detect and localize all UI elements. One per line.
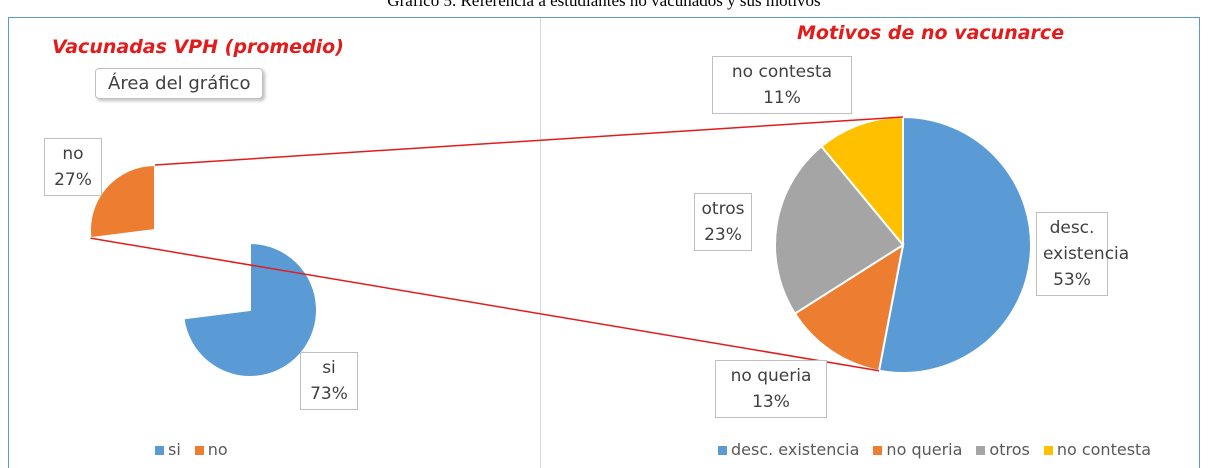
data-label: otros 23% [694, 193, 752, 251]
legend-label: desc. existencia [731, 440, 860, 459]
data-label-value: 11% [763, 88, 801, 108]
caption: Gráfico 5. Referencia a estudiantes no v… [387, 0, 821, 10]
tooltip: Área del gráfico [95, 68, 264, 99]
data-label-name: desc. existencia [1043, 218, 1130, 264]
chart-title: Motivos de no vacunarce [797, 22, 1065, 44]
data-label-value: 27% [54, 170, 92, 190]
pie-slice [877, 115, 1032, 374]
legend-item: otros [976, 440, 1030, 459]
legend-label: no contesta [1056, 440, 1152, 459]
legend-swatch [194, 446, 204, 455]
pie-slice [774, 144, 905, 315]
data-label: no contesta 11% [712, 56, 852, 114]
legend-label: no [207, 440, 228, 459]
divider [540, 18, 541, 468]
legend: desc. existencia no queria otros no contest… [718, 440, 1151, 459]
legend-swatch [155, 446, 164, 455]
data-label-value: 23% [704, 225, 742, 245]
pie-slice [182, 241, 318, 378]
pie-slice [89, 163, 156, 240]
legend-item: si [155, 440, 181, 459]
data-label-name: no contesta [731, 62, 833, 82]
legend-swatch [873, 446, 883, 455]
data-label-value: 13% [752, 392, 790, 412]
legend-swatch [1043, 446, 1053, 455]
data-label: desc. existencia 53% [1036, 212, 1130, 296]
data-label: no 27% [44, 138, 102, 196]
connector-line [154, 116, 904, 166]
legend-swatch [718, 446, 727, 455]
data-label-name: no queria [730, 366, 812, 386]
connector-line [90, 237, 880, 372]
legend-item: desc. existencia [718, 440, 859, 459]
legend: si no [155, 440, 228, 459]
data-label-name: otros [701, 199, 745, 219]
data-label: no queria 13% [715, 360, 827, 418]
data-label-value: 53% [1053, 270, 1091, 290]
legend-item: no [194, 440, 228, 459]
legend-swatch [976, 446, 986, 455]
legend-item: no contesta [1043, 440, 1152, 459]
legend-label: no queria [886, 440, 963, 459]
data-label: si 73% [300, 352, 358, 410]
data-label-name: si [322, 358, 336, 378]
legend-item: no queria [873, 440, 962, 459]
data-label-name: no [62, 144, 84, 164]
legend-label: si [168, 440, 181, 459]
data-label-value: 73% [310, 384, 348, 404]
chart-title: Vacunadas VPH (promedio) [52, 36, 344, 58]
chart-frame [8, 17, 1200, 468]
legend-label: otros [989, 440, 1030, 459]
